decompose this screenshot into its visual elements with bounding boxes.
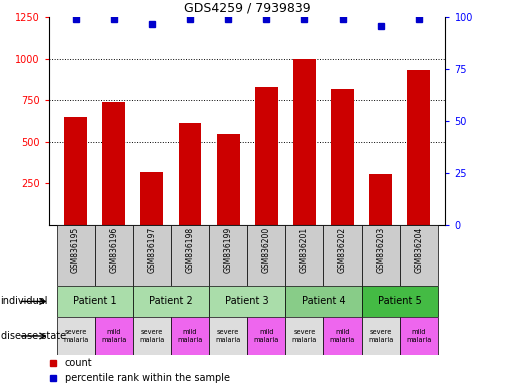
Text: severe
malaria: severe malaria	[63, 329, 88, 343]
Bar	[133, 317, 171, 355]
Text: GSM836196: GSM836196	[109, 227, 118, 273]
Text: severe
malaria: severe malaria	[215, 329, 241, 343]
Bar	[102, 102, 125, 225]
Bar	[57, 317, 95, 355]
Text: Patient 3: Patient 3	[226, 296, 269, 306]
Text: GSM836203: GSM836203	[376, 227, 385, 273]
Text: GSM836200: GSM836200	[262, 227, 271, 273]
Bar	[362, 286, 438, 317]
Text: individual: individual	[1, 296, 48, 306]
Bar	[179, 123, 201, 225]
Text: mild
malaria: mild malaria	[177, 329, 203, 343]
Text: Patient 5: Patient 5	[378, 296, 422, 306]
Text: mild
malaria: mild malaria	[101, 329, 127, 343]
Bar	[57, 286, 133, 317]
Text: GSM836197: GSM836197	[147, 227, 157, 273]
Bar	[369, 174, 392, 225]
Title: GDS4259 / 7939839: GDS4259 / 7939839	[184, 2, 311, 15]
Text: GSM836199: GSM836199	[224, 227, 233, 273]
Bar	[209, 317, 247, 355]
Bar	[247, 225, 285, 286]
Bar	[209, 225, 247, 286]
Text: percentile rank within the sample: percentile rank within the sample	[65, 372, 230, 383]
Bar	[407, 70, 430, 225]
Bar	[285, 317, 323, 355]
Bar	[285, 286, 362, 317]
Bar	[171, 317, 209, 355]
Bar	[133, 225, 171, 286]
Bar	[323, 317, 362, 355]
Text: GSM836204: GSM836204	[414, 227, 423, 273]
Text: disease state: disease state	[1, 331, 65, 341]
Bar	[217, 134, 239, 225]
Bar	[323, 225, 362, 286]
Bar	[64, 117, 87, 225]
Text: count: count	[65, 358, 92, 368]
Bar	[171, 225, 209, 286]
Bar	[133, 286, 209, 317]
Bar	[57, 225, 95, 286]
Text: Patient 4: Patient 4	[302, 296, 345, 306]
Bar	[331, 89, 354, 225]
Bar	[95, 317, 133, 355]
Bar	[400, 317, 438, 355]
Text: Patient 1: Patient 1	[73, 296, 116, 306]
Text: GSM836195: GSM836195	[71, 227, 80, 273]
Bar	[362, 317, 400, 355]
Bar	[141, 172, 163, 225]
Bar	[95, 225, 133, 286]
Text: mild
malaria: mild malaria	[406, 329, 432, 343]
Bar	[362, 225, 400, 286]
Bar	[247, 317, 285, 355]
Text: mild
malaria: mild malaria	[253, 329, 279, 343]
Bar	[400, 225, 438, 286]
Text: severe
malaria: severe malaria	[291, 329, 317, 343]
Text: severe
malaria: severe malaria	[368, 329, 393, 343]
Bar	[285, 225, 323, 286]
Text: Patient 2: Patient 2	[149, 296, 193, 306]
Text: mild
malaria: mild malaria	[330, 329, 355, 343]
Bar	[209, 286, 285, 317]
Text: GSM836201: GSM836201	[300, 227, 309, 273]
Bar	[293, 59, 316, 225]
Text: GSM836198: GSM836198	[185, 227, 195, 273]
Text: GSM836202: GSM836202	[338, 227, 347, 273]
Bar	[255, 87, 278, 225]
Text: severe
malaria: severe malaria	[139, 329, 165, 343]
